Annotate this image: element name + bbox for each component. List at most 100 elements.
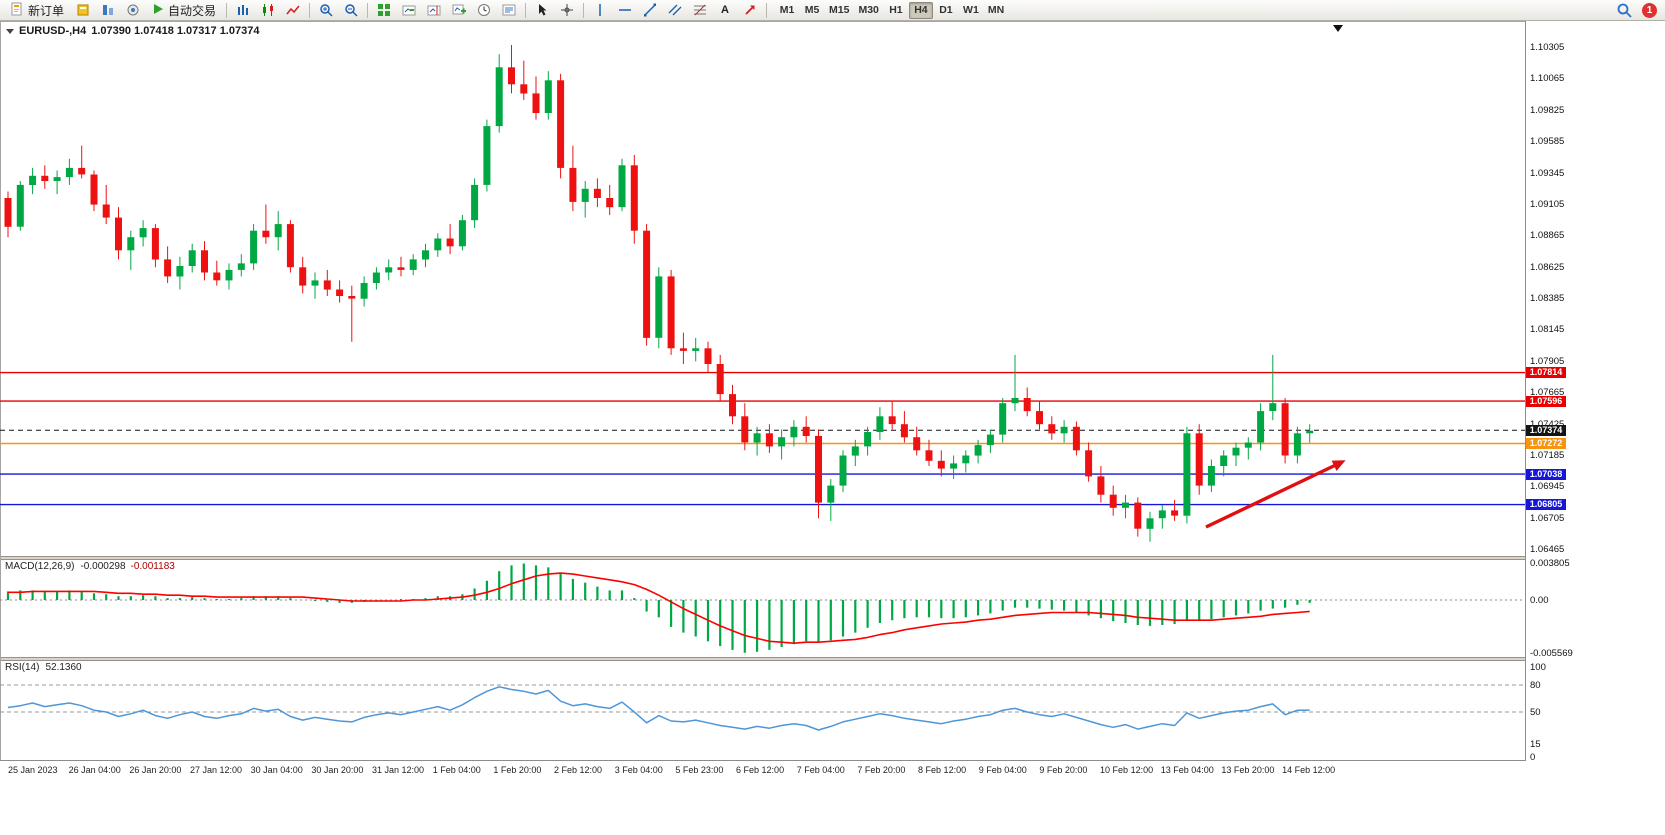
macd-scale-label: 0.00 — [1530, 595, 1549, 606]
timeframe-button-m30[interactable]: M30 — [854, 2, 882, 19]
rsi-scale-label: 0 — [1530, 752, 1536, 763]
scroll-end-marker-icon[interactable] — [1333, 25, 1343, 32]
rsi-scale-label: 15 — [1530, 738, 1541, 750]
price-scale-label: 1.06945 — [1530, 481, 1565, 493]
new-order-icon — [10, 2, 24, 19]
timeframe-button-m15[interactable]: M15 — [825, 2, 853, 19]
time-scale-label: 30 Jan 04:00 — [250, 765, 303, 775]
price-level-badge: 1.06805 — [1526, 499, 1566, 511]
price-level-badge: 1.07374 — [1526, 424, 1566, 436]
time-axis[interactable]: 25 Jan 2023 26 Jan 04:00 26 Jan 20:00 27 Ja… — [0, 760, 1566, 783]
time-scale-label: 9 Feb 04:00 — [978, 765, 1027, 775]
time-scale-label: 13 Feb 04:00 — [1160, 765, 1214, 775]
zoom-out-icon[interactable] — [339, 0, 363, 20]
chart-shift-icon[interactable] — [422, 0, 446, 20]
chart-title: EURUSD-,H4 1.07390 1.07418 1.07317 1.073… — [6, 25, 259, 37]
zoom-in-icon[interactable] — [314, 0, 338, 20]
toolbar-right-group: 1 — [1612, 0, 1661, 20]
symbol-period-label: EURUSD-,H4 — [19, 25, 87, 37]
vertical-line-icon[interactable] — [588, 0, 612, 20]
rsi-scale-label: 80 — [1530, 680, 1541, 691]
price-scale-label: 1.07425 — [1530, 419, 1564, 430]
navigator-icon[interactable] — [121, 0, 145, 20]
channel-icon[interactable] — [663, 0, 687, 20]
market-watch-icon[interactable] — [96, 0, 120, 20]
time-scale-label: 7 Feb 04:00 — [796, 765, 845, 775]
price-chart[interactable] — [0, 21, 1525, 556]
timeframe-button-m5[interactable]: M5 — [800, 2, 824, 19]
price-scale-label: 1.08145 — [1530, 324, 1565, 336]
price-scale-label: 1.09825 — [1530, 104, 1565, 116]
rsi-value: 52.1360 — [45, 662, 82, 673]
macd-scale-label: -0.005569 — [1530, 648, 1573, 660]
toolbar-separator — [525, 2, 527, 18]
macd-panel[interactable] — [0, 560, 1525, 657]
rsi-indicator-label: RSI(14) 52.1360 — [5, 662, 82, 673]
toolbar-separator — [766, 2, 768, 18]
timeframe-button-h1[interactable]: H1 — [884, 2, 908, 19]
macd-title: MACD(12,26,9) — [5, 561, 75, 572]
timeframe-button-mn[interactable]: MN — [984, 2, 1008, 19]
toolbar-separator — [367, 2, 369, 18]
time-scale-label: 14 Feb 12:00 — [1282, 765, 1336, 775]
tile-windows-icon[interactable] — [372, 0, 396, 20]
macd-scale-label: 0.003805 — [1530, 558, 1570, 570]
new-order-label: 新订单 — [28, 3, 65, 18]
arrows-tool-icon[interactable] — [738, 0, 762, 20]
time-scale-label: 1 Feb 20:00 — [493, 765, 542, 775]
toolbar-separator — [226, 2, 228, 18]
templates-icon[interactable] — [497, 0, 521, 20]
time-scale-label: 6 Feb 12:00 — [736, 765, 785, 775]
price-axis[interactable]: 1.10305 1.10065 1.09825 1.09585 1.09345 1.091… — [1525, 21, 1573, 763]
trendline-icon[interactable] — [638, 0, 662, 20]
price-level-badge: 1.07596 — [1526, 395, 1566, 407]
price-scale-label: 1.09105 — [1530, 198, 1565, 210]
macd-indicator-label: MACD(12,26,9) -0.000298 -0.001183 — [5, 561, 175, 572]
price-scale-label: 1.08385 — [1530, 293, 1565, 304]
auto-trading-icon — [152, 3, 164, 18]
text-tool-icon[interactable]: A — [713, 0, 737, 20]
rsi-title: RSI(14) — [5, 662, 40, 673]
price-level-badge: 1.07038 — [1526, 468, 1566, 480]
search-icon[interactable] — [1612, 0, 1636, 20]
time-scale-label: 8 Feb 12:00 — [918, 765, 967, 775]
candlestick-mode-icon[interactable] — [256, 0, 280, 20]
time-scale-label: 26 Jan 04:00 — [68, 765, 121, 775]
time-scale-label: 10 Feb 12:00 — [1100, 765, 1154, 775]
panel-separator[interactable] — [1, 657, 1565, 661]
notification-badge[interactable]: 1 — [1642, 2, 1657, 18]
macd-signal-value: -0.001183 — [130, 561, 175, 572]
cursor-icon[interactable] — [530, 0, 554, 20]
crosshair-icon[interactable] — [555, 0, 579, 20]
price-level-badge: 1.07272 — [1526, 438, 1566, 449]
line-chart-mode-icon[interactable] — [281, 0, 305, 20]
profile-icon[interactable] — [71, 0, 95, 20]
clock-icon[interactable] — [472, 0, 496, 20]
new-chart-icon[interactable] — [447, 0, 471, 20]
chart-window — [0, 21, 1566, 783]
toolbar-separator — [583, 2, 585, 18]
price-scale-label: 1.09585 — [1530, 136, 1565, 148]
panel-separator[interactable] — [1, 556, 1565, 560]
timeframe-button-w1[interactable]: W1 — [959, 2, 983, 19]
time-scale-label: 27 Jan 12:00 — [190, 765, 243, 775]
bar-chart-mode-icon[interactable] — [231, 0, 255, 20]
fibonacci-icon[interactable] — [688, 0, 712, 20]
timeframe-button-h4[interactable]: H4 — [908, 1, 933, 19]
chart-menu-triangle-icon[interactable] — [6, 28, 14, 34]
auto-trading-button[interactable]: 自动交易 — [146, 1, 222, 19]
time-scale-label: 25 Jan 2023 — [8, 765, 58, 775]
timeframe-button-m1[interactable]: M1 — [775, 2, 799, 19]
price-scale-label: 1.07665 — [1530, 387, 1565, 399]
timeframe-button-d1[interactable]: D1 — [934, 2, 958, 19]
time-scale-label: 1 Feb 04:00 — [432, 765, 481, 775]
auto-scroll-icon[interactable] — [397, 0, 421, 20]
rsi-panel[interactable] — [0, 661, 1525, 760]
price-scale-label: 1.06705 — [1530, 512, 1565, 524]
rsi-scale-label: 50 — [1530, 707, 1541, 718]
new-order-button[interactable]: 新订单 — [4, 1, 70, 19]
horizontal-line-icon[interactable] — [613, 0, 637, 20]
price-scale-label: 1.07185 — [1530, 449, 1565, 461]
time-scale-label: 3 Feb 04:00 — [614, 765, 663, 775]
toolbar: 新订单 自动交易 — [0, 0, 1665, 21]
